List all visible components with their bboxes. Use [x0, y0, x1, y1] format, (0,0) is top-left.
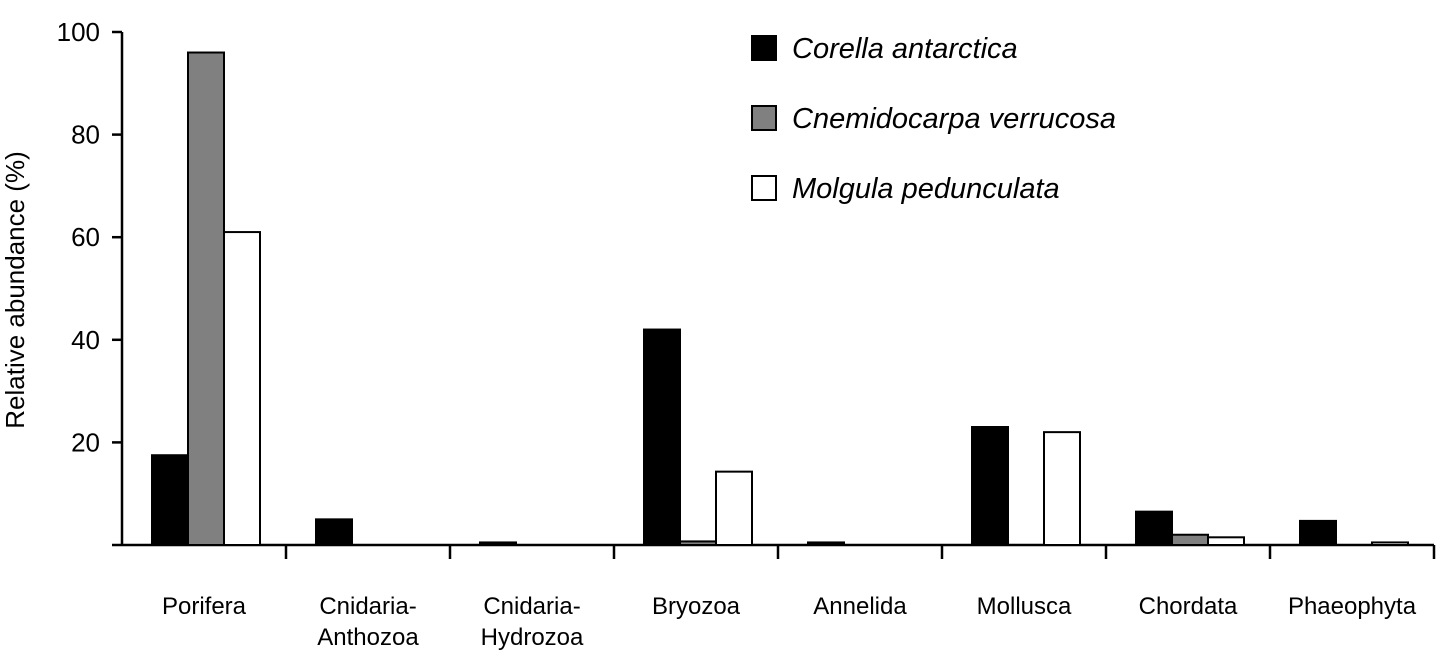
bar-0 — [643, 328, 681, 547]
bar-0 — [971, 426, 1009, 547]
bar-1 — [1171, 533, 1209, 546]
x-tick-label: Porifera — [162, 593, 247, 620]
y-tick-label: 40 — [71, 325, 100, 355]
bar-2 — [223, 231, 261, 546]
legend-swatch — [751, 175, 777, 201]
legend-label: Corella antarctica — [792, 33, 1018, 65]
y-tick-label: 60 — [71, 222, 100, 252]
bar-1 — [679, 540, 717, 546]
bar-0 — [807, 541, 845, 546]
bar-1 — [187, 51, 225, 547]
bar-2 — [1371, 541, 1409, 546]
legend-swatch — [751, 35, 777, 61]
x-tick-label: Annelida — [813, 593, 907, 620]
y-tick-label: 20 — [71, 427, 100, 457]
bar-0 — [1135, 510, 1173, 546]
bar-2 — [1043, 431, 1081, 547]
legend-label: Cnemidocarpa verrucosa — [792, 103, 1116, 135]
x-tick-label: Mollusca — [977, 593, 1072, 620]
y-tick-label: 100 — [57, 17, 100, 47]
x-tick-label: Cnidaria-Anthozoa — [317, 593, 419, 651]
legend-swatch — [751, 105, 777, 131]
legend-label: Molgula pedunculata — [792, 173, 1060, 205]
x-tick-label: Phaeophyta — [1288, 593, 1417, 620]
bar-0 — [315, 518, 353, 546]
bar-2 — [1207, 536, 1245, 546]
bar-2 — [715, 470, 753, 546]
bar-0 — [151, 454, 189, 547]
y-axis-label: Relative abundance (%) — [0, 151, 30, 429]
y-tick-label: 80 — [71, 120, 100, 150]
bar-0 — [479, 541, 517, 546]
x-tick-label: Chordata — [1139, 593, 1238, 620]
x-tick-label: Cnidaria-Hydrozoa — [481, 593, 584, 651]
bar-0 — [1299, 519, 1337, 546]
x-tick-label: Bryozoa — [652, 593, 741, 620]
